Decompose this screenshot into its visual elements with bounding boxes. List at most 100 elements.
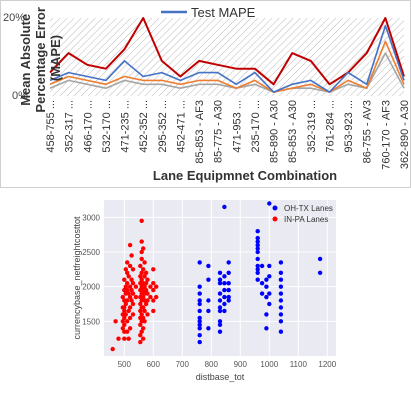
point-oh-tx	[255, 246, 260, 251]
point-in-pa	[129, 253, 134, 258]
point-in-pa	[141, 315, 146, 321]
y-axis-label-line2: Percentage Error	[33, 7, 48, 113]
point-oh-tx	[255, 267, 260, 272]
point-in-pa	[145, 312, 150, 317]
point-in-pa	[123, 267, 128, 272]
y-axis-label-line1: Mean Absolute	[18, 14, 33, 106]
point-oh-tx	[255, 270, 260, 275]
freight-cost-scatter-chart: 500 600 700 800 900 1000 1100 1200 1500 2000 2500 3…	[0, 192, 411, 400]
point-in-pa	[127, 305, 133, 310]
point-in-pa	[123, 284, 128, 289]
x-axis-label: Lane Equipmnet Combination	[153, 168, 337, 183]
point-oh-tx	[222, 204, 227, 210]
point-in-pa	[126, 274, 131, 279]
point-oh-tx	[217, 298, 223, 303]
point-oh-tx	[255, 263, 260, 269]
point-in-pa	[138, 301, 143, 307]
x-tick-label: 85-890 - A30	[269, 100, 281, 163]
point-in-pa	[122, 322, 127, 327]
point-oh-tx	[222, 287, 227, 293]
series-line-2	[49, 40, 405, 93]
point-in-pa	[125, 270, 130, 275]
point-oh-tx	[267, 201, 272, 206]
point-in-pa	[129, 298, 134, 303]
x-tick-label: 471-953 ...	[231, 100, 243, 153]
point-oh-tx	[267, 291, 272, 296]
point-in-pa	[138, 322, 143, 327]
y-axis-label-line3: (MAPE)	[48, 35, 63, 81]
point-oh-tx	[226, 287, 231, 293]
point-oh-tx	[278, 298, 284, 303]
y-tick-label-top: 20%	[3, 12, 25, 24]
point-in-pa	[139, 270, 144, 275]
point-oh-tx	[197, 260, 202, 265]
point-in-pa	[129, 287, 134, 293]
point-oh-tx	[267, 301, 272, 307]
point-oh-tx	[255, 249, 260, 255]
point-in-pa	[127, 263, 133, 269]
point-oh-tx	[197, 291, 202, 296]
point-oh-tx	[255, 239, 260, 244]
x-tick-label: 85-853 - A30	[287, 100, 299, 163]
x-tick-label: 1000	[260, 360, 278, 369]
point-oh-tx	[255, 242, 260, 248]
x-tick-label: 532-170 ...	[101, 100, 113, 153]
point-oh-tx	[217, 319, 223, 324]
point-oh-tx	[278, 277, 284, 282]
point-in-pa	[126, 291, 131, 296]
point-oh-tx	[197, 326, 202, 331]
x-tick-label: 1100	[290, 360, 308, 369]
point-in-pa	[151, 281, 156, 286]
point-in-pa	[138, 263, 143, 269]
point-in-pa	[130, 281, 136, 286]
point-in-pa	[145, 298, 150, 303]
point-in-pa	[139, 249, 144, 255]
point-oh-tx	[197, 322, 202, 327]
point-in-pa	[125, 298, 130, 303]
point-oh-tx	[206, 263, 211, 269]
point-oh-tx	[217, 281, 223, 286]
point-oh-tx	[217, 305, 223, 310]
point-in-pa	[130, 312, 136, 317]
x-tick-label: 86-755 - AV3	[362, 100, 374, 163]
point-in-pa	[138, 308, 143, 314]
point-oh-tx	[206, 298, 211, 303]
point-oh-tx	[255, 235, 260, 241]
point-oh-tx	[259, 263, 265, 269]
point-in-pa	[141, 246, 146, 251]
x-tick-label: 600	[147, 360, 161, 369]
point-in-pa	[154, 294, 159, 300]
point-oh-tx	[259, 281, 265, 286]
point-in-pa	[133, 294, 139, 300]
legend-label-oh-tx: OH-TX Lanes	[284, 204, 333, 213]
point-in-pa	[151, 298, 156, 303]
point-in-pa	[122, 305, 127, 310]
point-oh-tx	[222, 274, 227, 279]
legend-label: Test MAPE	[191, 5, 256, 20]
x-tick-label: 471-235 ...	[120, 100, 132, 153]
point-oh-tx	[197, 308, 202, 314]
point-oh-tx	[278, 312, 284, 317]
point-oh-tx	[267, 263, 272, 269]
x-tick-label: 452-352 ...	[138, 100, 150, 153]
point-in-pa	[122, 336, 127, 341]
point-oh-tx	[259, 291, 265, 296]
y-tick-label-bottom: 0%	[12, 90, 28, 102]
point-in-pa	[139, 277, 144, 282]
point-in-pa	[122, 277, 127, 282]
point-in-pa	[139, 256, 144, 262]
point-in-pa	[142, 274, 147, 279]
point-in-pa	[145, 291, 150, 296]
legend-label-in-pa: IN-PA Lanes	[284, 215, 328, 224]
point-in-pa	[145, 277, 150, 282]
scatter-x-axis-label: distbase_tot	[196, 372, 245, 382]
point-in-pa	[123, 312, 128, 317]
point-in-pa	[130, 267, 136, 272]
x-tick-label: 362-890 - A30	[399, 100, 411, 169]
point-in-pa	[130, 291, 136, 296]
point-in-pa	[142, 319, 147, 324]
x-tick-label: 295-352 ...	[157, 100, 169, 153]
point-oh-tx	[222, 294, 227, 300]
point-oh-tx	[278, 305, 284, 310]
point-in-pa	[142, 284, 147, 289]
